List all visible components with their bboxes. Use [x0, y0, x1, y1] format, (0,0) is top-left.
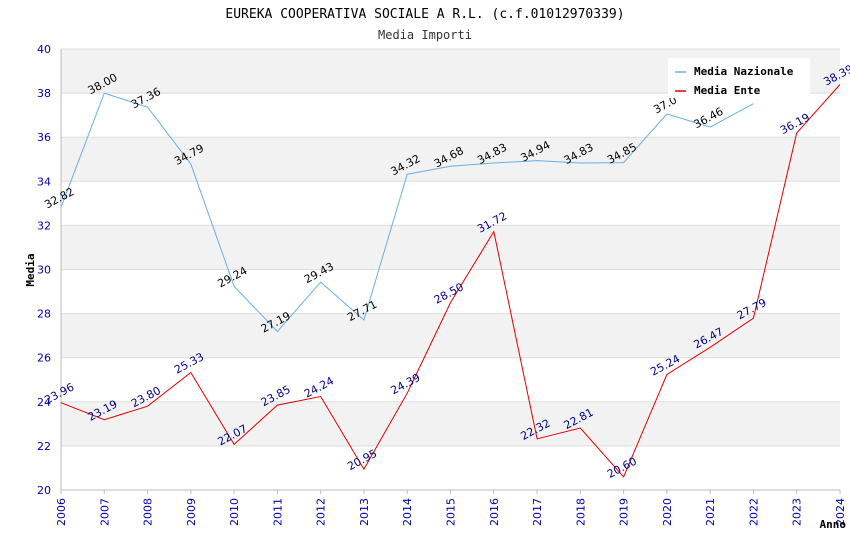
y-tick-label: 22	[37, 440, 51, 453]
y-tick-label: 24	[37, 396, 51, 409]
y-tick-label: 32	[37, 219, 51, 232]
band	[61, 401, 840, 446]
y-tick-label: 36	[37, 131, 51, 144]
x-axis-ticks: 2006 2007 2008 2009 2010 2011 2012 2013 2014 2015…	[55, 490, 847, 526]
x-tick-label: 2022	[747, 498, 760, 526]
data-label: 20.95	[345, 447, 379, 473]
x-tick-label: 2024	[834, 498, 847, 526]
y-tick-label: 38	[37, 87, 51, 100]
y-axis-ticks: 20 22 24 26 28 30 32 34 36 38 40	[37, 43, 51, 497]
legend-label-media-nazionale: Media Nazionale	[694, 65, 794, 78]
chart-subtitle: Media Importi	[378, 28, 472, 42]
y-tick-label: 34	[37, 175, 51, 188]
chart-title: EUREKA COOPERATIVA SOCIALE A R.L. (c.f.0…	[225, 7, 624, 22]
x-tick-label: 2018	[574, 498, 587, 526]
x-tick-label: 2012	[315, 498, 328, 526]
x-tick-label: 2017	[531, 498, 544, 526]
series-line-1	[60, 84, 841, 478]
x-tick-label: 2009	[185, 498, 198, 526]
y-tick-label: 26	[37, 352, 51, 365]
x-axis-label: Anno	[820, 518, 847, 531]
band	[61, 225, 840, 270]
y-tick-label: 20	[37, 484, 51, 497]
grid-lines	[61, 48, 840, 491]
series-line-0	[60, 92, 754, 333]
x-tick-label: 2011	[271, 498, 284, 526]
data-label: 32.82	[42, 185, 76, 211]
x-tick-label: 2019	[618, 498, 631, 526]
x-tick-label: 2007	[98, 498, 111, 526]
data-label: 36.46	[692, 105, 726, 131]
legend-label-media-ente: Media Ente	[694, 84, 761, 97]
data-label: 20.60	[605, 455, 639, 481]
x-tick-label: 2021	[704, 498, 717, 526]
series-lines	[60, 84, 841, 478]
x-tick-label: 2010	[228, 498, 241, 526]
y-tick-label: 30	[37, 264, 51, 277]
x-tick-label: 2014	[401, 498, 414, 526]
legend: Media Nazionale Media Ente	[668, 58, 810, 98]
x-tick-label: 2020	[661, 498, 674, 526]
data-label: 36.19	[778, 111, 812, 137]
data-label: 24.39	[389, 371, 423, 397]
plot-background-bands	[61, 49, 840, 446]
y-tick-label: 40	[37, 43, 51, 56]
x-tick-label: 2015	[445, 498, 458, 526]
data-label: 28.50	[432, 280, 466, 306]
x-tick-label: 2016	[488, 498, 501, 526]
x-tick-label: 2008	[142, 498, 155, 526]
x-tick-label: 2006	[55, 498, 68, 526]
band	[61, 313, 840, 358]
x-tick-label: 2023	[791, 498, 804, 526]
y-tick-label: 28	[37, 308, 51, 321]
legend-box	[668, 58, 810, 98]
y-axis-label: Media	[24, 253, 37, 286]
band	[61, 137, 840, 182]
x-tick-label: 2013	[358, 498, 371, 526]
